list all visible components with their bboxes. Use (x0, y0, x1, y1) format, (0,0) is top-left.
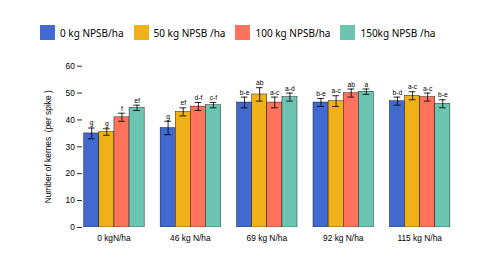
svg-text:Number of kernes (per spike ): Number of kernes (per spike ) (43, 90, 53, 203)
svg-text:a-c: a-c (408, 83, 418, 90)
svg-text:a: a (364, 81, 368, 88)
svg-text:a-d: a-d (285, 85, 295, 92)
svg-text:0: 0 (70, 222, 75, 232)
html-text:150kg NPSB /ha: 150kg NPSB /ha (360, 25, 436, 40)
svg-text:20: 20 (66, 168, 76, 178)
svg-text:ef: ef (134, 97, 140, 104)
svg-text:46 kg N/ha: 46 kg N/ha (170, 233, 211, 243)
html-text:50 kg NPSB /ha: 50 kg NPSB /ha (153, 25, 226, 40)
svg-text:g: g (166, 113, 170, 121)
svg-text:69 kg N/ha: 69 kg N/ha (247, 233, 288, 243)
svg-text:0 kgN/ha: 0 kgN/ha (97, 233, 131, 243)
svg-text:40: 40 (66, 115, 76, 125)
svg-text:92 kg N/ha: 92 kg N/ha (323, 233, 364, 243)
svg-text:g: g (90, 119, 94, 127)
html-text:100 kg NPSB/ha: 100 kg NPSB/ha (255, 25, 331, 40)
svg-text:ab: ab (256, 79, 264, 86)
svg-text:b-e: b-e (438, 91, 448, 98)
svg-text:b-e: b-e (240, 89, 250, 96)
svg-text:10: 10 (66, 195, 76, 205)
svg-text:a-c: a-c (331, 87, 341, 94)
svg-text:30: 30 (66, 142, 76, 152)
svg-text:115 kg N/ha: 115 kg N/ha (397, 233, 442, 243)
svg-text:b-d: b-d (393, 89, 403, 96)
svg-text:f: f (121, 105, 123, 112)
svg-text:g: g (105, 120, 109, 128)
svg-text:d-f: d-f (194, 94, 202, 101)
svg-text:50: 50 (66, 88, 76, 98)
svg-text:ab: ab (347, 81, 355, 88)
svg-text:c-f: c-f (210, 94, 218, 101)
svg-text:a-c: a-c (270, 89, 280, 96)
svg-text:b-e: b-e (316, 90, 326, 97)
svg-text:a-c: a-c (423, 85, 433, 92)
svg-text:ef: ef (180, 99, 186, 106)
svg-text:60: 60 (66, 61, 76, 71)
html-text:0 kg NPSB/ha: 0 kg NPSB/ha (60, 25, 124, 40)
